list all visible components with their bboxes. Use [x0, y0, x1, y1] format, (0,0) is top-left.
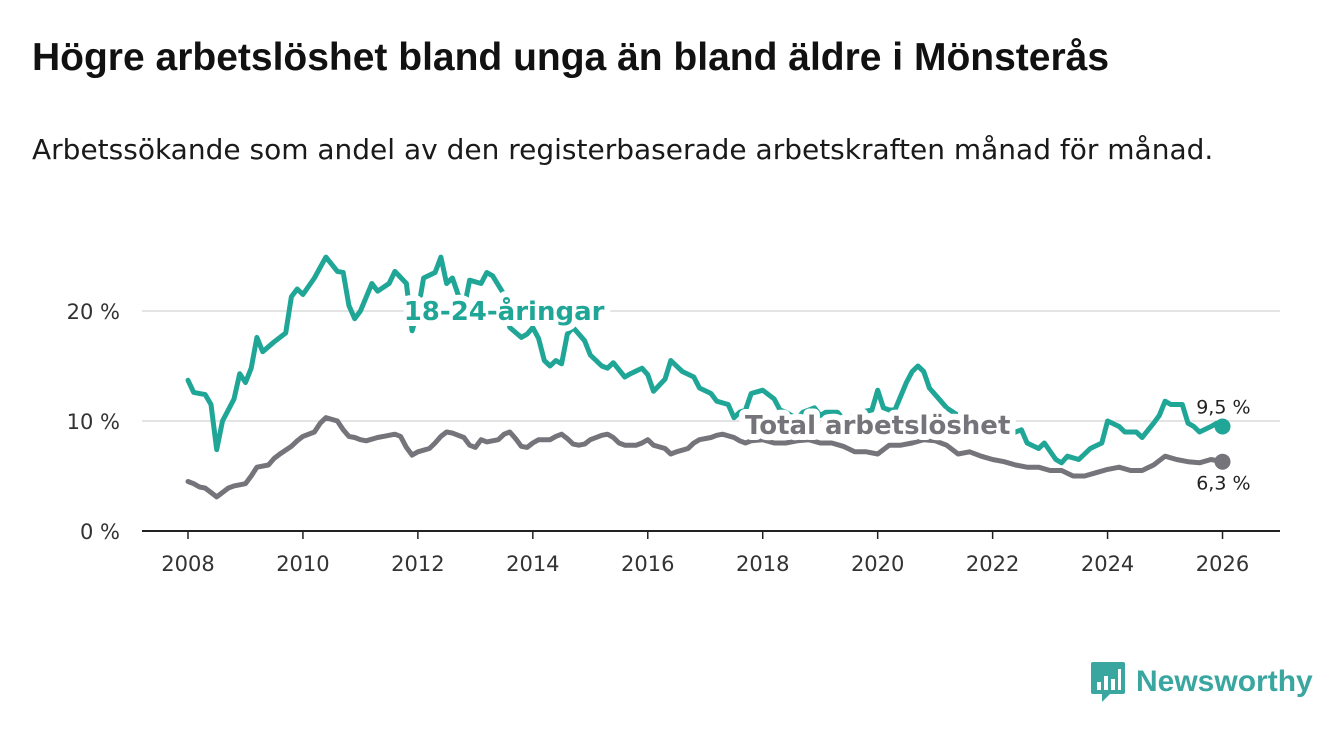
- series-label-youth: 18-24-åringar: [404, 295, 605, 327]
- y-tick-label: 10 %: [67, 410, 120, 434]
- x-tick-label: 2012: [391, 552, 444, 576]
- end-value-label-youth: 9,5 %: [1196, 397, 1250, 419]
- y-tick-label: 0 %: [80, 520, 120, 544]
- chart-subtitle: Arbetssökande som andel av den registerb…: [32, 133, 1214, 166]
- series-line-youth: [185, 254, 1225, 466]
- x-tick-label: 2020: [851, 552, 904, 576]
- x-tick-label: 2024: [1081, 552, 1134, 576]
- gridlines: [142, 310, 1280, 422]
- series-end-point-total: [1214, 453, 1231, 470]
- x-tick-label: 2018: [736, 552, 789, 576]
- end-value-label-total: 6,3 %: [1196, 473, 1250, 495]
- series-line-total: [185, 415, 1225, 500]
- newsworthy-logo: Newsworthy: [1090, 660, 1313, 704]
- y-tick-label: 20 %: [67, 300, 120, 324]
- series-labels: 18-24-åringar 9,5 % Total arbetslöshet 6,3 …: [398, 289, 1253, 497]
- newsworthy-brand-text: Newsworthy: [1136, 665, 1313, 698]
- series-label-total: Total arbetslöshet: [745, 411, 1010, 441]
- x-tick-label: 2026: [1196, 552, 1249, 576]
- series-end-point-youth: [1214, 418, 1231, 435]
- x-tick-label: 2014: [506, 552, 559, 576]
- chart-title: Högre arbetslöshet bland unga än bland ä…: [32, 36, 1110, 79]
- x-tick-label: 2016: [621, 552, 674, 576]
- x-tick-label: 2010: [276, 552, 329, 576]
- x-tick-label: 2008: [161, 552, 214, 576]
- x-tick-label: 2022: [966, 552, 1019, 576]
- x-axis: 2008 2010 2012 2014 2016 2018 2020 2022 2024 2026: [142, 530, 1280, 576]
- y-axis-ticks: 0 % 10 % 20 %: [67, 300, 120, 544]
- series-lines: [185, 254, 1231, 500]
- newsworthy-logo-icon: [1091, 662, 1125, 702]
